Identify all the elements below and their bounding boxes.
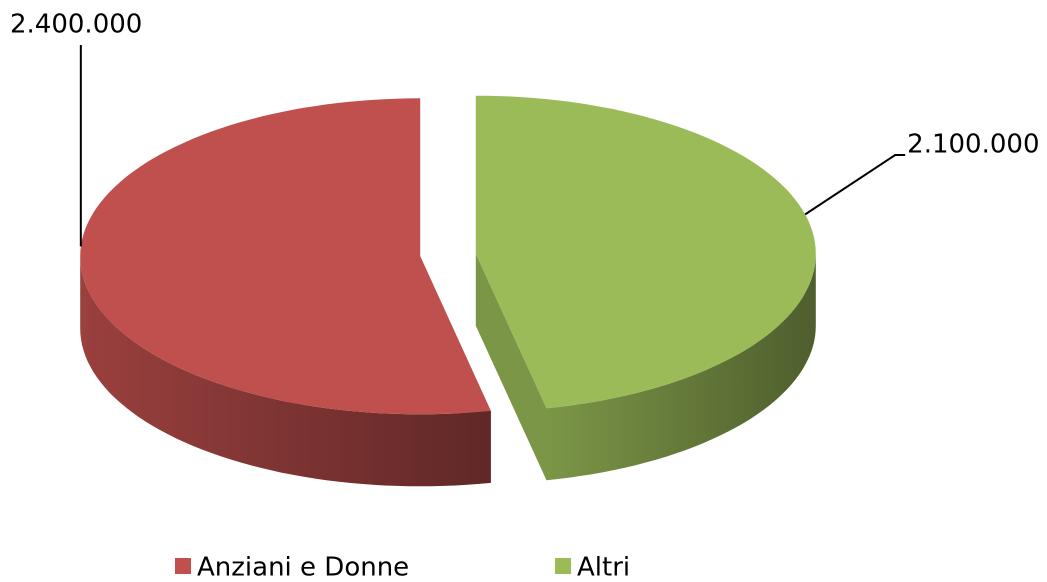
legend-label: Anziani e Donne: [197, 553, 409, 582]
slice: [80, 98, 491, 415]
legend-swatch: [175, 558, 191, 574]
data-label: 2.100.000: [907, 130, 1039, 160]
legend-label: Altri: [577, 553, 630, 582]
legend-swatch: [555, 558, 571, 574]
slice-side: [80, 256, 491, 487]
slice-cut-face: [475, 253, 547, 481]
data-label: 2.400.000: [10, 10, 142, 40]
slice: [475, 95, 816, 409]
leader-line: [804, 154, 906, 216]
slice-side: [546, 253, 816, 481]
